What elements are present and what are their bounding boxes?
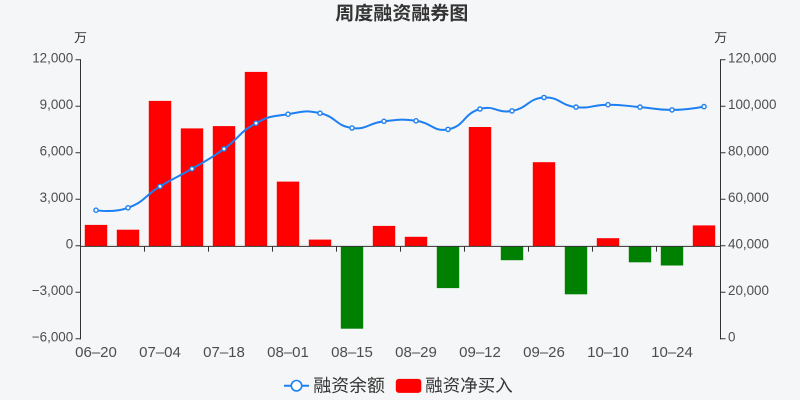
svg-text:0: 0: [66, 236, 73, 251]
svg-text:10–10: 10–10: [587, 344, 629, 361]
svg-text:08–01: 08–01: [267, 344, 309, 361]
svg-text:06–20: 06–20: [75, 344, 117, 361]
svg-text:10–24: 10–24: [651, 344, 693, 361]
svg-text:−3,000: −3,000: [32, 283, 73, 298]
svg-text:9,000: 9,000: [40, 97, 74, 112]
svg-text:60,000: 60,000: [728, 190, 769, 205]
svg-text:−6,000: −6,000: [32, 329, 73, 344]
svg-text:120,000: 120,000: [728, 51, 776, 66]
svg-text:09–26: 09–26: [523, 344, 565, 361]
svg-text:80,000: 80,000: [728, 143, 769, 158]
svg-text:100,000: 100,000: [728, 97, 776, 112]
svg-text:20,000: 20,000: [728, 283, 769, 298]
svg-text:08–29: 08–29: [395, 344, 437, 361]
svg-text:40,000: 40,000: [728, 236, 769, 251]
svg-text:07–04: 07–04: [139, 344, 181, 361]
svg-text:6,000: 6,000: [40, 143, 74, 158]
svg-text:3,000: 3,000: [40, 190, 74, 205]
svg-text:09–12: 09–12: [459, 344, 501, 361]
svg-text:12,000: 12,000: [32, 51, 73, 66]
svg-text:08–15: 08–15: [331, 344, 373, 361]
svg-text:07–18: 07–18: [203, 344, 245, 361]
svg-text:0: 0: [728, 329, 735, 344]
